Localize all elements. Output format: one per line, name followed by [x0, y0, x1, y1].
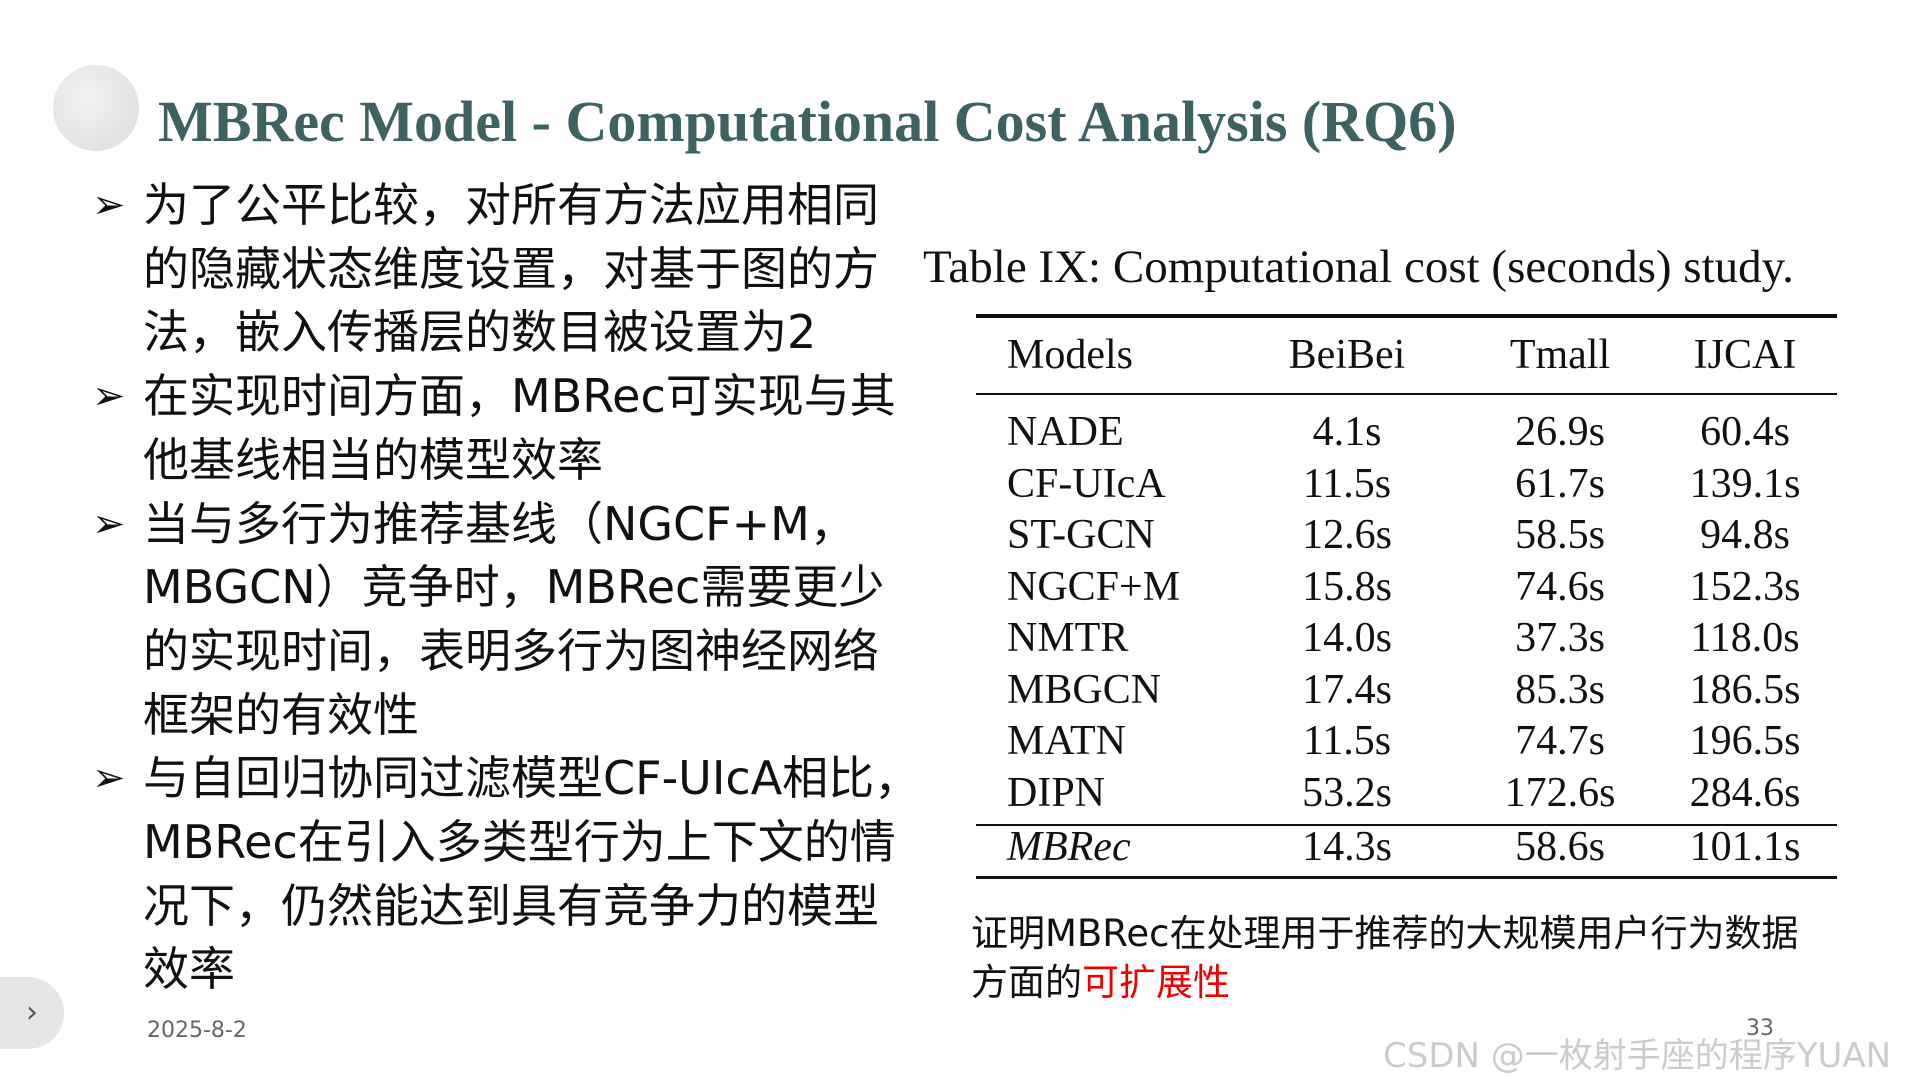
table-cell: 118.0s: [1690, 615, 1800, 661]
table-cell: 85.3s: [1515, 666, 1605, 713]
slide-title: MBRec Model - Computational Cost Analysi…: [158, 89, 1457, 154]
table-cell: 61.7s: [1515, 460, 1605, 507]
table-cell: 11.5s: [1302, 718, 1392, 764]
table-cell: 37.3s: [1515, 615, 1605, 661]
bullet-line: 的实现时间，表明多行为图神经网络: [143, 623, 879, 678]
bullet-line: 当与多行为推荐基线（NGCF+M，: [143, 496, 856, 551]
page-number: 33: [1746, 1016, 1774, 1041]
bullet-line: 法，嵌入传播层的数目被设置为2: [143, 305, 817, 360]
note-text: 方面的: [971, 961, 1082, 1004]
table-cell: MBGCN: [1007, 666, 1162, 713]
table-cell: 4.1s: [1312, 409, 1382, 455]
bullet-arrow: ➢: [92, 500, 126, 547]
note-highlight: 可扩展性: [1082, 961, 1230, 1004]
table-cell: 17.4s: [1302, 666, 1392, 713]
table-header-cell: Models: [1007, 332, 1133, 378]
table-cell: 14.3s: [1302, 824, 1392, 870]
table-cell: CF-UIcA: [1007, 460, 1166, 507]
bullet-line: MBGCN）竞争时，MBRec需要更少: [143, 560, 885, 615]
table-cell: NMTR: [1007, 615, 1129, 661]
decor-circle: [53, 65, 139, 151]
table-header-cell: IJCAI: [1693, 332, 1797, 378]
table-header-cell: Tmall: [1509, 332, 1611, 378]
table-cell: 12.6s: [1302, 512, 1392, 558]
table-header-rule: [976, 393, 1837, 395]
table-bottom-rule: [976, 876, 1837, 879]
bullet-line: MBRec在引入多类型行为上下文的情: [143, 815, 896, 869]
table-cell: 58.5s: [1515, 512, 1605, 558]
table-cell: 284.6s: [1689, 769, 1801, 816]
bullet-line: 与自回归协同过滤模型CF-UIcA相比，: [143, 751, 921, 806]
nav-button[interactable]: ›: [0, 977, 64, 1049]
table-header-cell: BeiBei: [1288, 332, 1406, 378]
table-cell: 139.1s: [1689, 460, 1801, 507]
table-cell: DIPN: [1007, 769, 1106, 816]
table-cell: 186.5s: [1689, 666, 1801, 713]
table-cell: NGCF+M: [1007, 563, 1181, 610]
table-cell: 74.7s: [1515, 718, 1605, 764]
table-cell: 196.5s: [1689, 718, 1801, 764]
table-cell: MATN: [1007, 718, 1127, 764]
bullet-line: 效率: [143, 942, 235, 997]
date: 2025-8-2: [147, 1018, 247, 1043]
table-cell: 14.0s: [1302, 615, 1392, 661]
bullet-line: 他基线相当的模型效率: [143, 432, 603, 487]
table-cell: 26.9s: [1515, 409, 1605, 455]
table-cell: NADE: [1007, 409, 1124, 455]
table-cell: 152.3s: [1689, 563, 1801, 610]
table-cell: 11.5s: [1302, 460, 1392, 507]
table-cell: 60.4s: [1700, 409, 1790, 455]
table-caption: Table IX: Computational cost (seconds) s…: [923, 241, 1794, 293]
table-top-rule: [976, 314, 1837, 318]
watermark: CSDN @一枚射手座的程序YUAN: [1383, 1036, 1892, 1076]
note-line: 证明MBRec在处理用于推荐的大规模用户行为数据: [971, 912, 1799, 955]
bullet-line: 的隐藏状态维度设置，对基于图的方: [143, 241, 879, 296]
bullet-arrow: ➢: [92, 182, 126, 228]
bullet-line: 框架的有效性: [143, 687, 419, 742]
table-cell: MBRec: [1007, 824, 1131, 870]
note-line: 方面的可扩展性: [971, 952, 1230, 1006]
table-cell: 58.6s: [1515, 824, 1605, 870]
bullet-arrow: ➢: [92, 373, 126, 420]
table-separator-rule: [976, 824, 1837, 826]
table-cell: 53.2s: [1302, 769, 1392, 816]
table-cell: 101.1s: [1689, 824, 1801, 870]
table-cell: 74.6s: [1515, 563, 1605, 610]
bullet-line: 为了公平比较，对所有方法应用相同: [143, 178, 879, 232]
table-cell: 94.8s: [1700, 512, 1790, 558]
table-cell: ST-GCN: [1007, 512, 1155, 558]
table-cell: 172.6s: [1504, 769, 1616, 816]
bullet-arrow: ➢: [92, 755, 126, 802]
bullet-line: 在实现时间方面，MBRec可实现与其: [143, 369, 896, 424]
bullet-line: 况下，仍然能达到具有竞争力的模型: [143, 878, 879, 933]
table-cell: 15.8s: [1302, 563, 1392, 610]
